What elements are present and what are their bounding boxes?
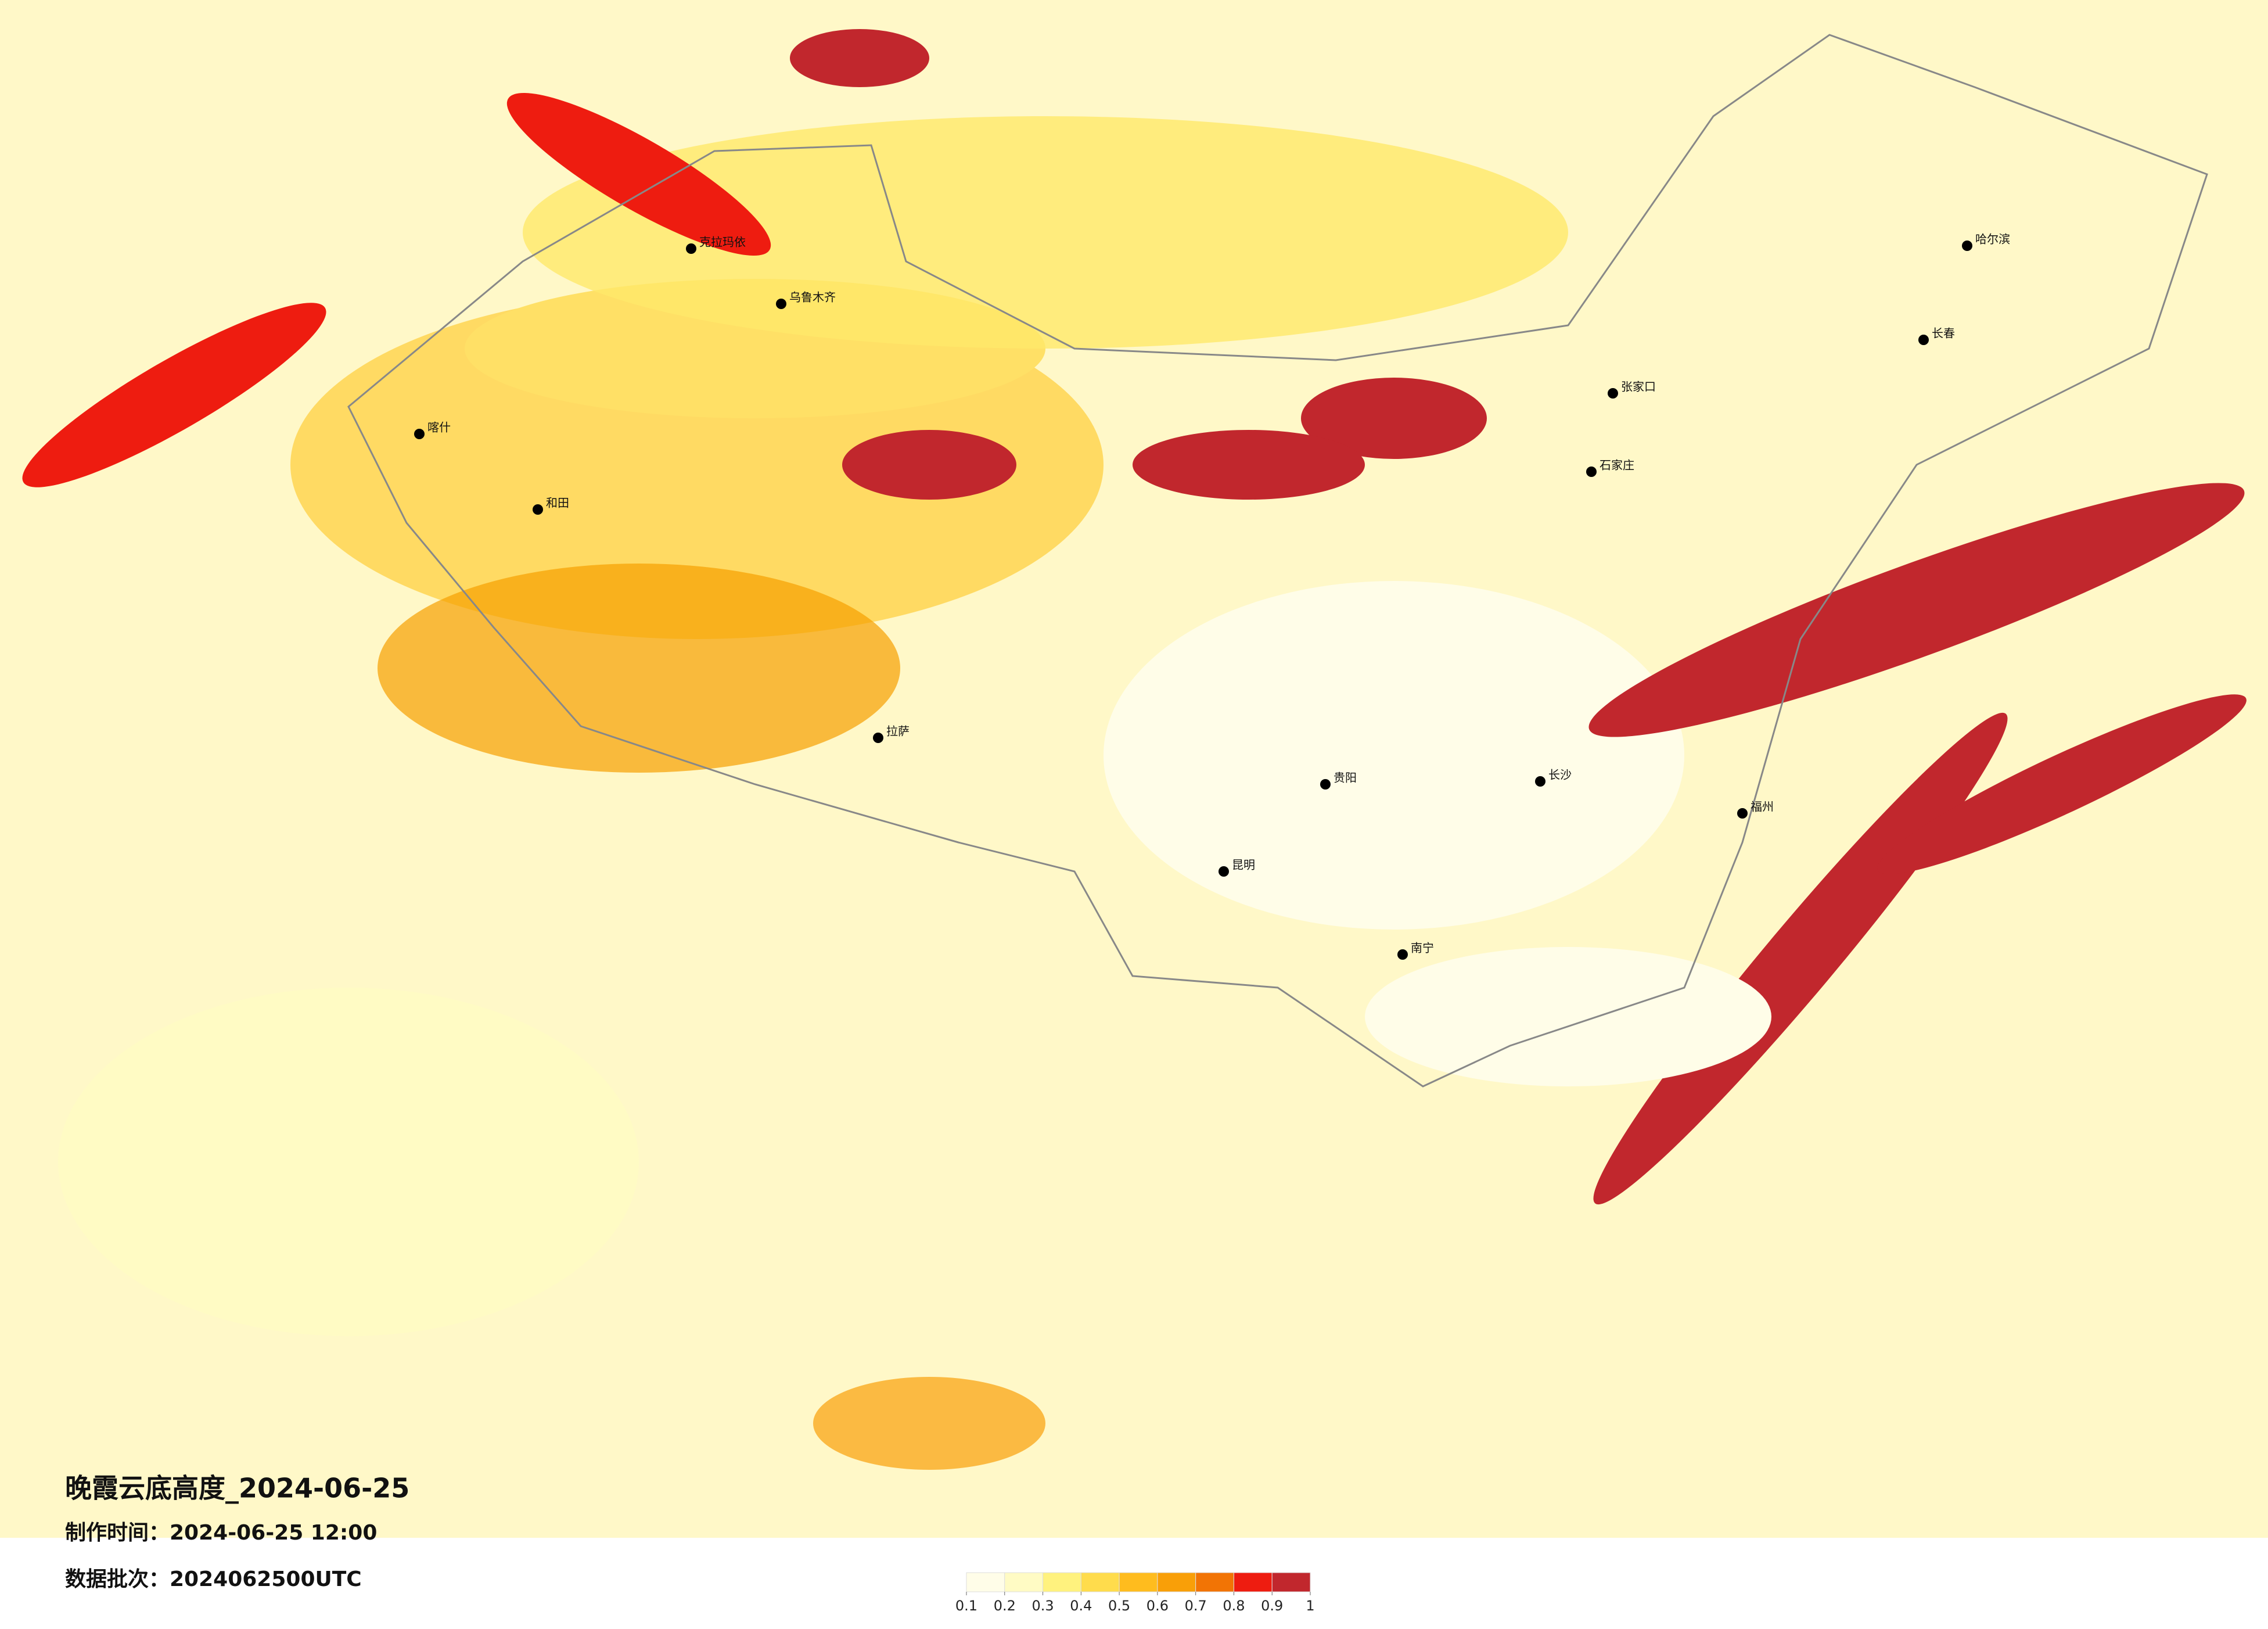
colorbar-swatch — [1043, 1572, 1081, 1592]
colorbar-tick-label: 0.7 — [1185, 1598, 1207, 1614]
city-label: 哈尔滨 — [1975, 232, 2010, 246]
city-dot — [1737, 808, 1748, 819]
city-dot — [414, 429, 425, 439]
colorbar-tick-label: 0.2 — [994, 1598, 1016, 1614]
colorbar-swatch — [1004, 1572, 1044, 1592]
colorbar-tick-label: 0.8 — [1223, 1598, 1245, 1614]
colorbar: 0.1 0.2 0.3 0.4 0.5 0.6 0.7 0.8 0.9 1 — [955, 1572, 1315, 1614]
colorbar-tick-label: 0.1 — [955, 1598, 977, 1614]
city-label: 贵阳 — [1334, 771, 1357, 785]
city-dot — [1320, 779, 1331, 790]
city-dot — [1586, 467, 1597, 477]
colorbar-swatch — [1157, 1572, 1196, 1592]
colorbar-tick-label: 0.4 — [1070, 1598, 1092, 1614]
map-title: 晚霞云底高度_2024-06-25 — [65, 1473, 409, 1504]
cloud-field — [22, 29, 2247, 1470]
city-label: 克拉玛依 — [699, 235, 746, 249]
city-label: 南宁 — [1411, 941, 1434, 955]
colorbar-tick-label: 0.6 — [1146, 1598, 1169, 1614]
city-dot — [1918, 335, 1929, 345]
colorbar-swatch — [1271, 1572, 1311, 1592]
colorbar-swatch — [1080, 1572, 1120, 1592]
data-batch: 数据批次：2024062500UTC — [65, 1567, 362, 1591]
city-dot — [533, 504, 543, 515]
city-dot — [1608, 388, 1618, 399]
city-dot — [1535, 776, 1545, 787]
city-dot — [686, 243, 696, 254]
city-label: 乌鲁木齐 — [789, 290, 836, 304]
made-time: 制作时间：2024-06-25 12:00 — [65, 1521, 377, 1545]
city-dot — [1962, 241, 1972, 251]
city-dot — [776, 299, 786, 309]
city-label: 喀什 — [427, 421, 451, 435]
colorbar-swatch — [1119, 1572, 1158, 1592]
colorbar-swatch — [1233, 1572, 1273, 1592]
city-label: 拉萨 — [886, 724, 910, 738]
colorbar-tick-label: 0.9 — [1261, 1598, 1283, 1614]
colorbar-tick-label: 0.3 — [1031, 1598, 1054, 1614]
city-label: 昆明 — [1232, 858, 1255, 872]
colorbar-tick-label: 1 — [1306, 1598, 1314, 1614]
boundary — [347, 34, 2208, 1088]
colorbar-swatch — [1195, 1572, 1234, 1592]
city-dot — [873, 733, 883, 743]
city-label: 长沙 — [1548, 768, 1572, 782]
city-dot — [1219, 866, 1229, 877]
city-label: 长春 — [1932, 326, 1955, 340]
colorbar-tick-label: 0.5 — [1108, 1598, 1130, 1614]
city-label: 石家庄 — [1600, 458, 1634, 472]
colorbar-swatch — [966, 1572, 1005, 1592]
city-dot — [1397, 949, 1408, 960]
city-label: 和田 — [546, 496, 569, 510]
city-label: 福州 — [1751, 800, 1774, 814]
city-label: 张家口 — [1621, 380, 1656, 394]
